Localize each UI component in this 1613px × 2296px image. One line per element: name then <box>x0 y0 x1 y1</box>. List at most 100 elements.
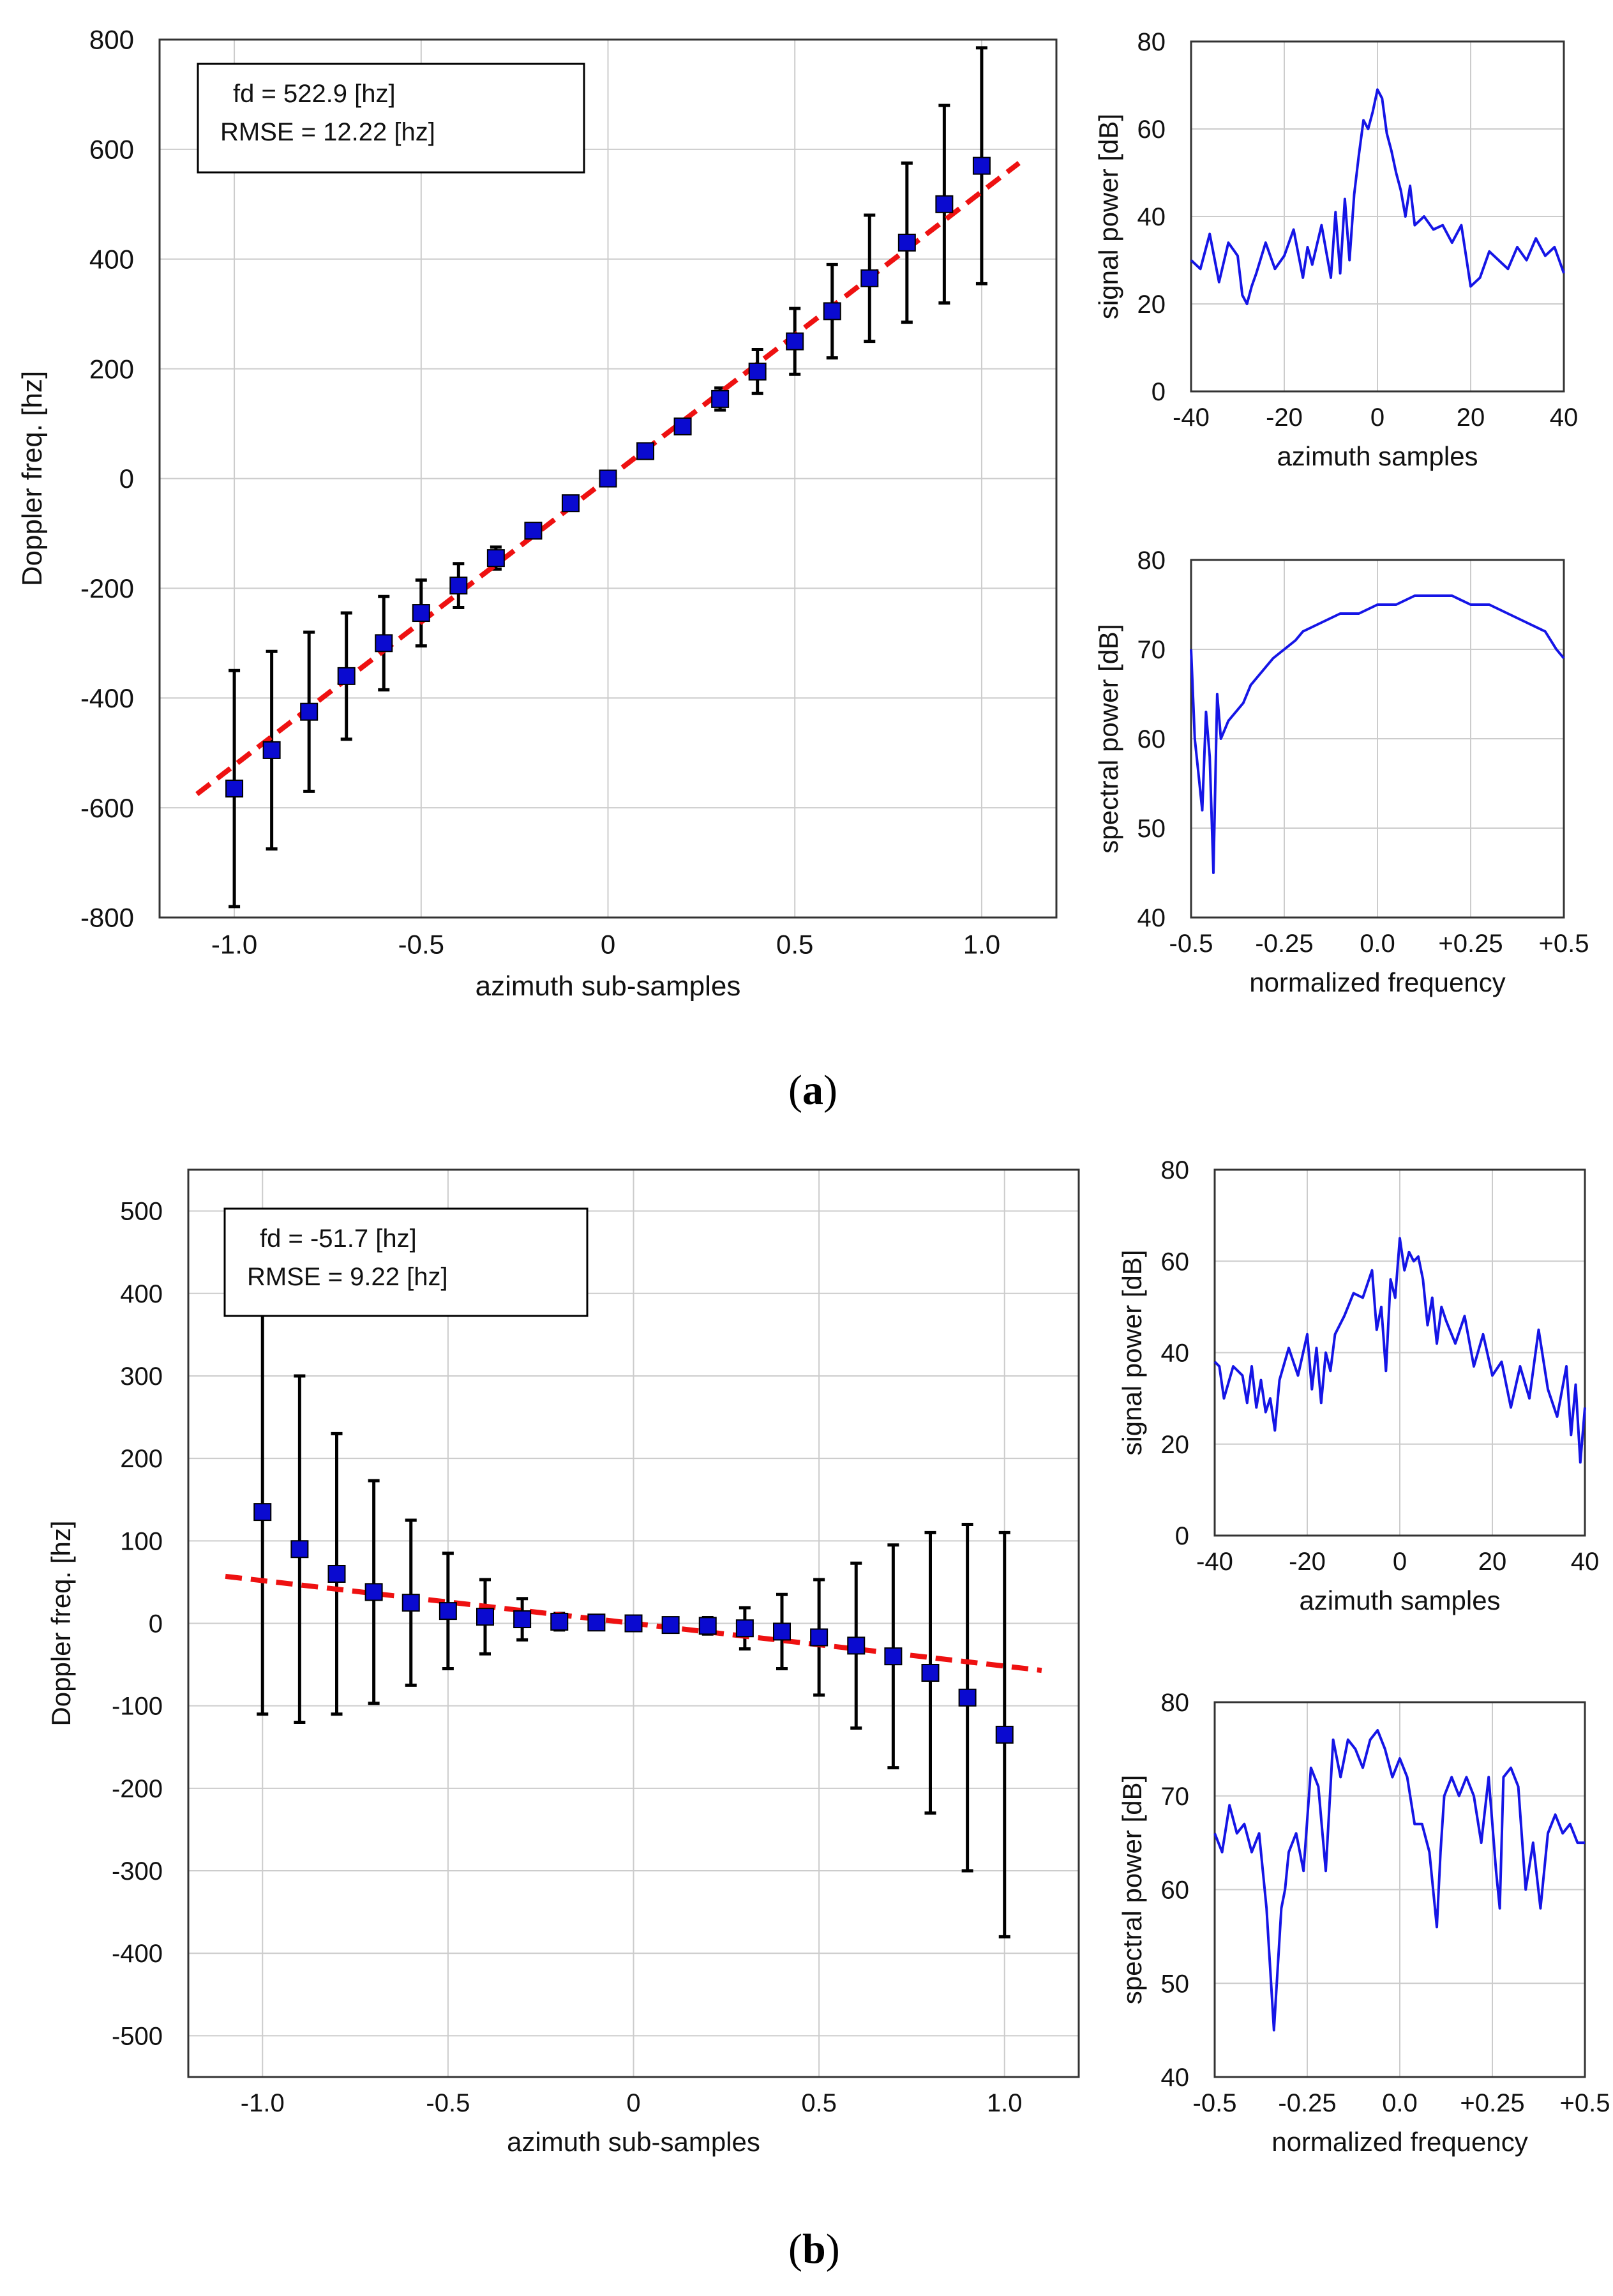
panel-b-main-ytick-label: 500 <box>120 1198 163 1226</box>
panel-a-signal-xtick-label: -20 <box>1266 404 1303 432</box>
panel-b-signal-line <box>1213 1237 1586 1464</box>
panel-a-main-frame <box>158 38 1058 919</box>
panel-a-signal-xlabel: azimuth samples <box>1277 441 1478 471</box>
panel-b-annotation-box <box>223 1207 589 1317</box>
panel-b-main-ytick-label: -100 <box>112 1693 163 1721</box>
panel-a-signal-ytick-label: 60 <box>1137 116 1166 144</box>
panel-b-data-point <box>958 1688 977 1707</box>
panel-a-main-xtick-label: 1.0 <box>963 930 1000 960</box>
panel-a-signal-ytick-label: 0 <box>1152 378 1166 406</box>
panel-b-spectrum-ytick-label: 60 <box>1161 1877 1190 1905</box>
panel-a-signal-frame <box>1190 40 1565 393</box>
panel-b-data-point <box>810 1628 829 1647</box>
panel-b-spectrum-ylabel: spectral power [dB] <box>1117 1775 1147 2005</box>
panel-a-data-point <box>636 442 655 460</box>
panel-a-data-point <box>486 549 505 568</box>
panel-label-b: (b) <box>788 2226 840 2272</box>
panel-a-spectrum-xtick-label: +0.5 <box>1539 930 1589 958</box>
panel-b-main-ytick-label: 100 <box>120 1527 163 1555</box>
panel-b-main-ytick-label: -200 <box>112 1775 163 1803</box>
panel-a-main-ytick-label: 400 <box>89 244 134 274</box>
panel-b-signal-xtick-label: 0 <box>1393 1548 1407 1576</box>
panel-b-signal-ytick-label: 0 <box>1175 1522 1189 1550</box>
panel-b-main-xtick-label: 0 <box>626 2089 640 2117</box>
panel-a-data-point <box>225 780 244 798</box>
panel-b-data-point <box>513 1610 532 1629</box>
panel-a-main-xtick-label: 0 <box>601 930 615 960</box>
panel-b-signal-xtick-label: 20 <box>1478 1548 1507 1576</box>
panel-b-data-point <box>773 1622 791 1641</box>
panel-b-spectrum-ytick-label: 50 <box>1161 1970 1190 1998</box>
panel-a-spectrum-xtick-label: -0.5 <box>1169 930 1213 958</box>
panel-a-main-ytick-label: -600 <box>80 793 134 823</box>
panel-b-main-ytick-label: 0 <box>149 1610 163 1638</box>
panel-a-main-xlabel: azimuth sub-samples <box>476 971 741 1002</box>
panel-a-main-xtick-label: 0.5 <box>776 930 813 960</box>
panel-b-main-xtick-label: -1.0 <box>241 2089 285 2117</box>
panel-b-spectrum-ytick-label: 70 <box>1161 1783 1190 1811</box>
panel-b-data-point <box>327 1564 346 1583</box>
panel-b-spectrum-frame <box>1213 1701 1586 2078</box>
panel-a-main-ytick-label: 0 <box>119 464 134 494</box>
panel-b-annotation-rmse: RMSE = 9.22 [hz] <box>247 1263 448 1291</box>
panel-a-signal-xtick-label: 40 <box>1550 404 1579 432</box>
panel-a-data-point <box>561 494 580 513</box>
panel-b-spectrum-ytick-label: 80 <box>1161 1689 1190 1717</box>
panel-b-main-xtick-label: -0.5 <box>426 2089 470 2117</box>
panel-a-data-point <box>935 195 954 213</box>
panel-a-data-point <box>449 577 468 595</box>
panel-b-signal-ytick-label: 60 <box>1161 1248 1190 1276</box>
panel-b-spectrum-axes: -0.5 -0.25 0.0 +0.25 +0.5 80 70 60 50 40 normalize… <box>1117 1689 1610 2157</box>
panel-a-data-point <box>300 702 319 721</box>
panel-a-main-ytick-label: -200 <box>80 573 134 603</box>
panel-a-main-xtick-label: -0.5 <box>398 930 444 960</box>
panel-b-main-ytick-label: -400 <box>112 1940 163 1968</box>
panel-a-main-ytick-label: -800 <box>80 903 134 933</box>
panel-b-main-ylabel: Doppler freq. [hz] <box>46 1520 76 1726</box>
panel-b-main-xtick-label: 1.0 <box>987 2089 1023 2117</box>
panel-a-spectrum-ytick-label: 70 <box>1137 636 1166 664</box>
panel-b-data-point <box>698 1617 717 1635</box>
panel-b-main-ytick-label: 200 <box>120 1445 163 1473</box>
panel-a-spectrum-ytick-label: 40 <box>1137 904 1166 932</box>
panel-b-data-point <box>253 1503 272 1522</box>
panel-a-spectrum-xlabel: normalized frequency <box>1249 967 1506 997</box>
panel-b-data-point <box>661 1616 680 1635</box>
panel-a-data-point <box>262 741 281 759</box>
panel-a-main-ytick-label: 200 <box>89 354 134 384</box>
panel-a-main-ytick-label: 600 <box>89 135 134 165</box>
panel-b-signal-xlabel: azimuth samples <box>1299 1585 1500 1615</box>
panel-a-spectrum-ytick-label: 80 <box>1137 547 1166 575</box>
panel-a-main-ytick-label: -400 <box>80 683 134 713</box>
panel-b-signal-ylabel: signal power [dB] <box>1117 1250 1147 1455</box>
panel-a-data-point <box>823 302 841 321</box>
panel-a-annotation: fd = 522.9 [hz] RMSE = 12.22 [hz] <box>197 63 585 174</box>
panel-a-main-marks <box>195 46 1021 909</box>
panel-a-signal-line <box>1190 88 1565 305</box>
panel-a-annotation-fd: fd = 522.9 [hz] <box>233 80 396 108</box>
panel-b-data-point <box>921 1664 940 1682</box>
panel-b-spectrum-xtick-label: 0.0 <box>1382 2089 1418 2117</box>
panel-b-signal-ytick-label: 40 <box>1161 1340 1190 1368</box>
panel-b-main-xlabel: azimuth sub-samples <box>507 2127 760 2157</box>
panel-b-annotation: fd = -51.7 [hz] RMSE = 9.22 [hz] <box>223 1207 589 1317</box>
panel-b-annotation-fd: fd = -51.7 [hz] <box>260 1225 417 1253</box>
panel-b-signal-xtick-label: 40 <box>1571 1548 1600 1576</box>
panel-b-spectrum-ytick-label: 40 <box>1161 2064 1190 2092</box>
panel-b-main-frame <box>187 1168 1080 2078</box>
panel-b-main-axes: -1.0 -0.5 0 0.5 1.0 500 400 300 200 100 0 -100 -200 -… <box>46 1168 1080 2157</box>
panel-a-data-point <box>673 417 692 435</box>
panel-b-spectrum-xtick-label: +0.25 <box>1460 2089 1524 2117</box>
panel-a-data-point <box>412 604 430 623</box>
panel-a-data-point <box>748 362 767 381</box>
panel-a-signal-ytick-label: 40 <box>1137 203 1166 231</box>
panel-b-signal-ytick-label: 20 <box>1161 1431 1190 1459</box>
panel-b-signal-xtick-label: -40 <box>1196 1548 1233 1576</box>
panel-a-signal-xtick-label: 20 <box>1457 404 1485 432</box>
panel-a-data-point <box>337 667 356 685</box>
panel-b-main-marks <box>225 1308 1042 1938</box>
panel-a-data-point <box>711 389 730 408</box>
panel-a-spectrum-xtick-label: 0.0 <box>1360 930 1395 958</box>
panel-a-annotation-rmse: RMSE = 12.22 [hz] <box>220 118 435 146</box>
